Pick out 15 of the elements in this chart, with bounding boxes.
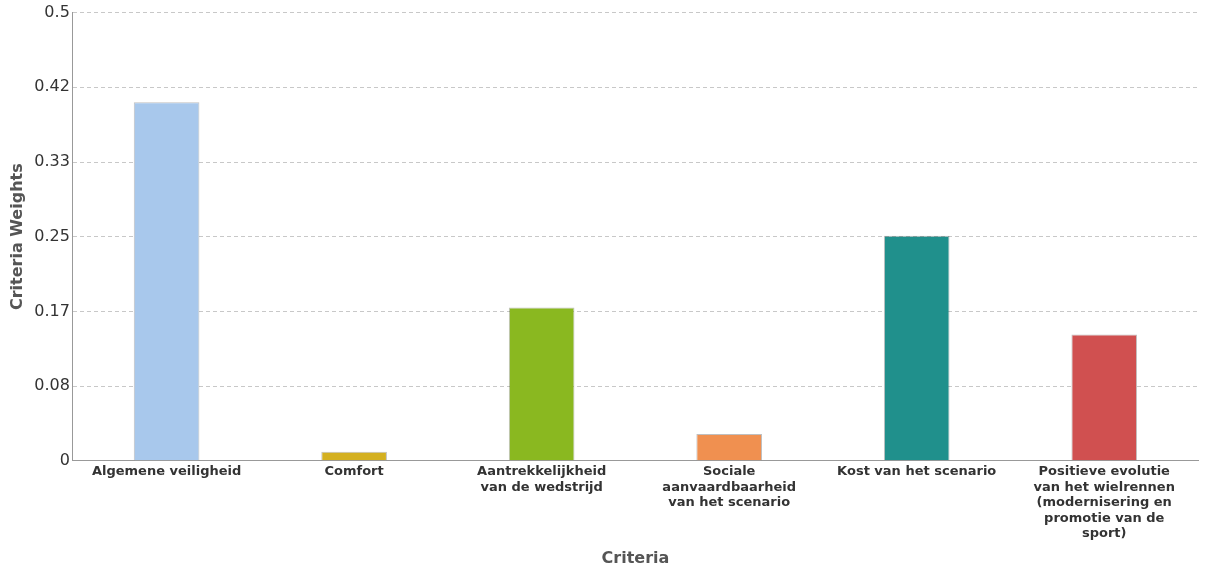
y-axis-title: Criteria Weights	[6, 163, 26, 311]
x-tick-label: Kost van het scenario	[837, 462, 997, 478]
y-tick-label: 0.33	[34, 151, 70, 171]
x-tick-label: Aantrekkelijkheid van de wedstrijd	[477, 462, 607, 494]
y-tick-label: 0.42	[34, 76, 70, 96]
x-tick-label: Algemene veiligheid	[91, 462, 242, 478]
y-tick-label: 0.17	[34, 300, 70, 320]
y-tick-label: 0	[59, 449, 70, 469]
x-tick-label: Positieve evolutie van het wielrennen (modernisering en promotie van de sport)	[1033, 462, 1175, 541]
x-tick-label: Sociale aanvaardbaarheid van het scenario	[662, 462, 796, 510]
y-tick-label: 0.5	[44, 1, 70, 21]
y-tick-label: 0.25	[34, 225, 70, 245]
x-axis-title: Criteria	[601, 547, 670, 567]
x-tick-label: Comfort	[324, 462, 384, 478]
y-tick-label: 0.08	[34, 375, 70, 395]
